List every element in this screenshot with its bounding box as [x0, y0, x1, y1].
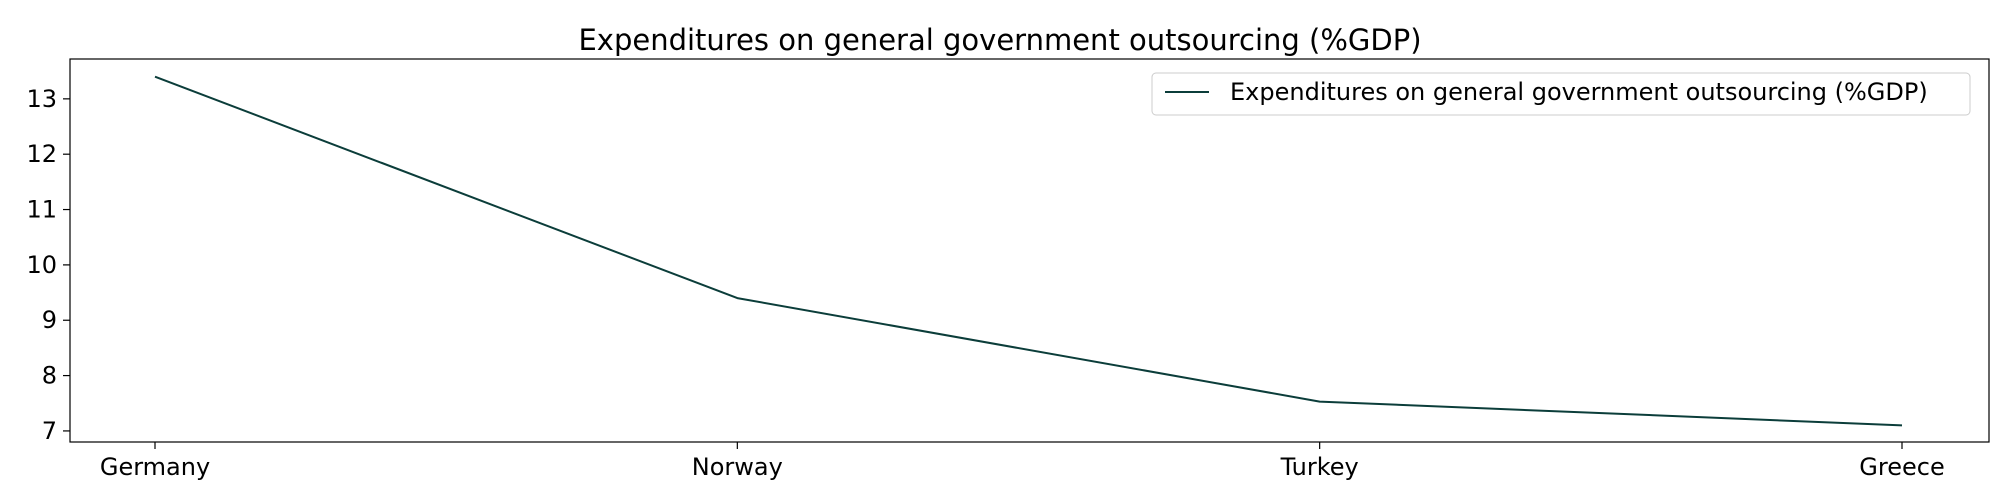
- chart-title: Expenditures on general government outso…: [578, 23, 1421, 57]
- y-tick-label: 11: [26, 196, 57, 224]
- plot-area-frame: [69, 58, 1990, 443]
- y-tick-label: 8: [42, 362, 57, 390]
- legend-box: [1151, 72, 1971, 116]
- series-line: [154, 75, 1903, 427]
- y-tick-label: 7: [42, 417, 57, 445]
- x-tick-label: Turkey: [1280, 453, 1359, 481]
- series-layer: [154, 75, 1903, 427]
- legend: Expenditures on general government outso…: [1151, 72, 1971, 116]
- y-tick-label: 13: [26, 85, 57, 113]
- y-tick-label: 12: [26, 140, 57, 168]
- y-tick-label: 10: [26, 251, 57, 279]
- x-tick-label: Germany: [100, 453, 210, 481]
- x-tick-label: Norway: [692, 453, 783, 481]
- x-axis: Germany Norway Turkey Greece: [100, 442, 1945, 481]
- legend-label: Expenditures on general government outso…: [1230, 78, 1928, 106]
- y-axis: 7 8 9 10 11 12 13: [26, 85, 70, 445]
- y-tick-label: 9: [42, 306, 57, 334]
- x-tick-label: Greece: [1859, 453, 1944, 481]
